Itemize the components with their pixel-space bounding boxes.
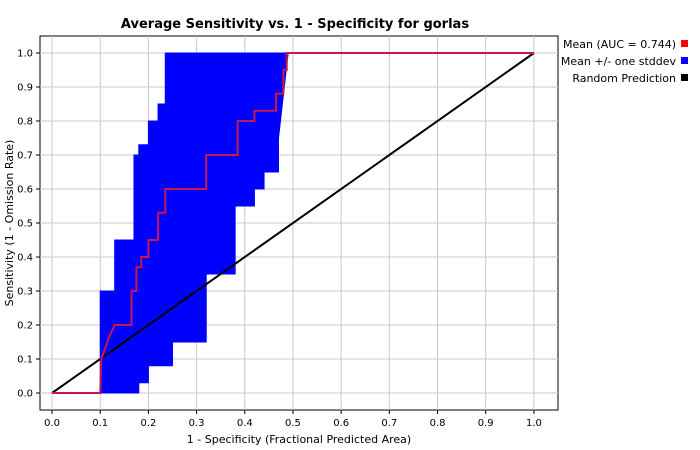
y-tick-label: 0.7 bbox=[17, 151, 33, 162]
y-tick-label: 0.6 bbox=[17, 185, 33, 196]
x-axis-label: 1 - Specificity (Fractional Predicted Ar… bbox=[187, 433, 411, 446]
y-tick-label: 0.4 bbox=[17, 253, 33, 264]
random-prediction-line bbox=[51, 52, 535, 394]
x-tick-label: 0.7 bbox=[381, 418, 397, 429]
chart-title: Average Sensitivity vs. 1 - Specificity … bbox=[121, 17, 469, 32]
stddev-band-area bbox=[99, 52, 289, 394]
legend-swatch-stddev bbox=[681, 57, 688, 64]
y-tick-label: 0.1 bbox=[17, 355, 33, 366]
y-tick-label: 1.0 bbox=[17, 49, 33, 60]
legend-swatch-random bbox=[681, 74, 688, 81]
y-axis-label: Sensitivity (1 - Omission Rate) bbox=[3, 140, 16, 307]
x-tick-label: 0.3 bbox=[189, 418, 205, 429]
x-tick-label: 0.6 bbox=[333, 418, 349, 429]
legend: Mean (AUC = 0.744) Mean +/- one stddev R… bbox=[561, 38, 688, 85]
legend-label-stddev: Mean +/- one stddev bbox=[561, 55, 677, 68]
legend-swatch-mean bbox=[681, 40, 688, 47]
series-lines bbox=[51, 52, 535, 394]
y-tick-label: 0.8 bbox=[17, 117, 33, 128]
stddev-band bbox=[99, 52, 289, 394]
y-tick-label: 0.3 bbox=[17, 287, 33, 298]
x-tick-label: 0.1 bbox=[92, 418, 108, 429]
y-tick-label: 0.9 bbox=[17, 83, 33, 94]
y-tick-label: 0.0 bbox=[17, 389, 33, 400]
x-tick-label: 0.8 bbox=[430, 418, 446, 429]
x-tick-label: 0.0 bbox=[44, 418, 60, 429]
x-tick-label: 0.2 bbox=[140, 418, 156, 429]
mean-roc-line bbox=[52, 52, 534, 394]
x-tick-label: 0.4 bbox=[237, 418, 253, 429]
x-tick-label: 0.5 bbox=[285, 418, 301, 429]
y-tick-label: 0.5 bbox=[17, 219, 33, 230]
y-tick-label: 0.2 bbox=[17, 321, 33, 332]
x-axis-ticks: 0.0 0.1 0.2 0.3 0.4 0.5 0.6 0.7 0.8 0.9 1.0 bbox=[44, 410, 542, 429]
x-tick-label: 1.0 bbox=[526, 418, 542, 429]
legend-label-mean: Mean (AUC = 0.744) bbox=[563, 38, 676, 51]
y-axis-ticks: 0.0 0.1 0.2 0.3 0.4 0.5 0.6 0.7 0.8 0.9 1.0 bbox=[17, 49, 40, 400]
x-tick-label: 0.9 bbox=[478, 418, 494, 429]
legend-label-random: Random Prediction bbox=[572, 72, 676, 85]
